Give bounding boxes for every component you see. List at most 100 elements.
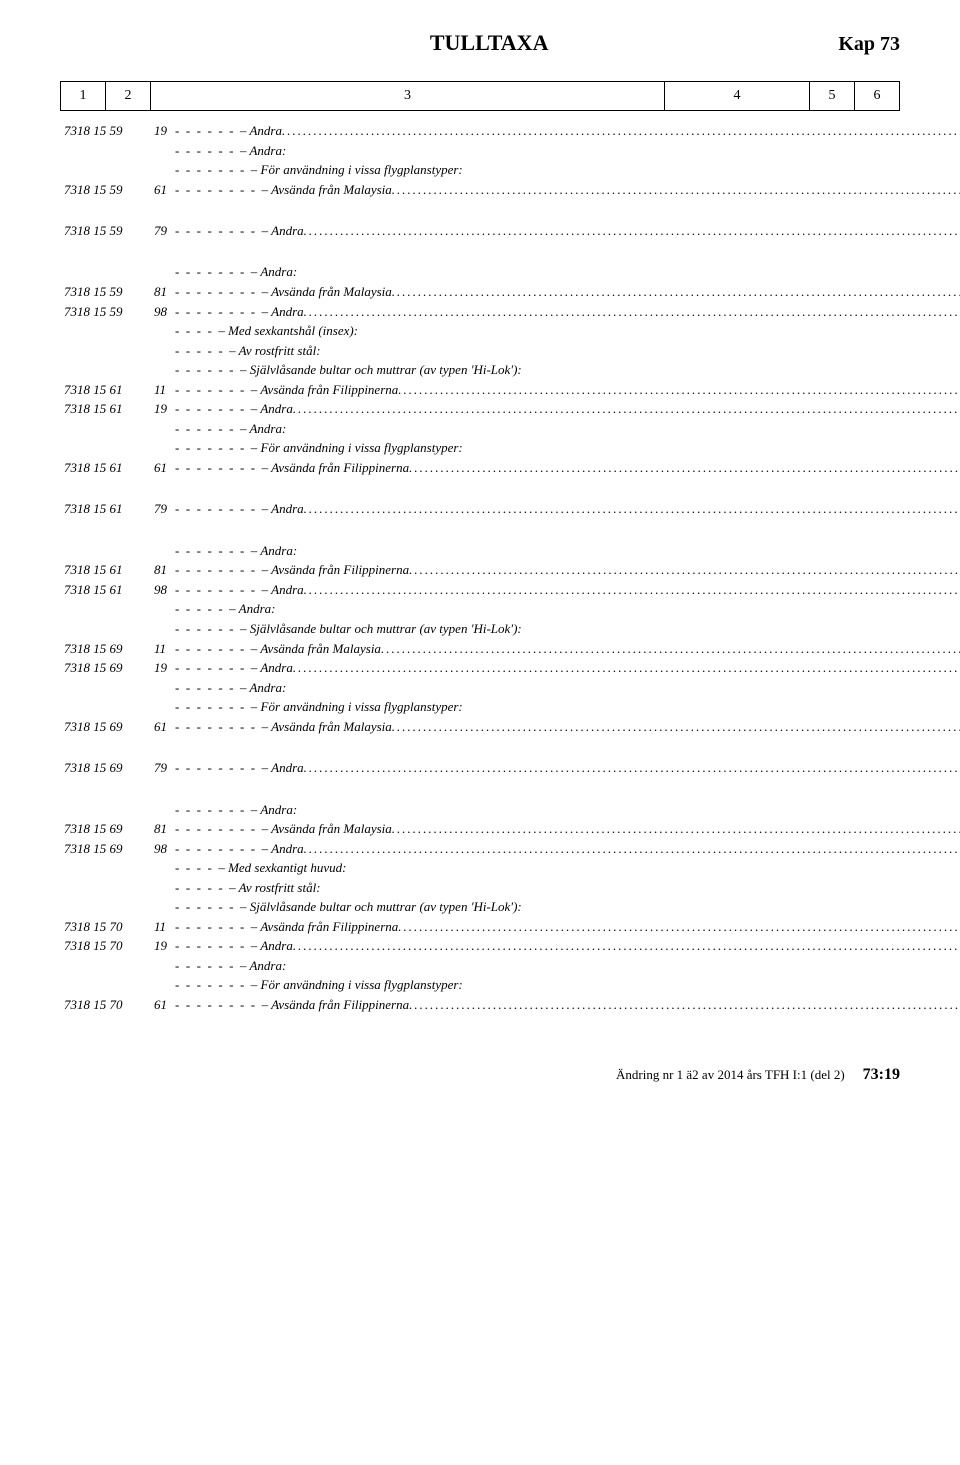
colhead-1: 1	[61, 82, 106, 111]
sub-code	[150, 599, 171, 619]
table-row: 7318 15 6179- - - - - - - - – Andra ....…	[60, 499, 960, 537]
table-row: - - - - - - - – För användning i vissa f…	[60, 160, 960, 180]
sub-code	[150, 678, 171, 698]
description: - - - - - – Av rostfritt stål:	[171, 341, 960, 361]
cn-code: 7318 15 69	[60, 639, 150, 659]
table-row: 7318 15 5979- - - - - - - - – Andra ....…	[60, 221, 960, 259]
table-row: 7318 15 6161- - - - - - - - – Avsända fr…	[60, 458, 960, 496]
table-row: - - - - - – Av rostfritt stål:	[60, 878, 960, 898]
description: - - - - – Med sexkantshål (insex):	[171, 321, 960, 341]
description: - - - - - - - - – Avsända från Filippine…	[171, 995, 960, 1033]
sub-code	[150, 419, 171, 439]
sub-code	[150, 262, 171, 282]
sub-code: 81	[150, 560, 171, 580]
sub-code: 79	[150, 221, 171, 259]
description: - - - - - - – Andra:	[171, 419, 960, 439]
description: - - - - - - - – Andra ..................…	[171, 658, 960, 678]
table-row: 7318 15 7061- - - - - - - - – Avsända fr…	[60, 995, 960, 1033]
table-row: 7318 15 7019- - - - - - - – Andra ......…	[60, 936, 960, 956]
table-row: - - - - - - – Andra:	[60, 678, 960, 698]
cn-code	[60, 160, 150, 180]
description: - - - - - - - – Andra:	[171, 262, 960, 282]
sub-code	[150, 438, 171, 458]
sub-code	[150, 619, 171, 639]
table-row: 7318 15 6119- - - - - - - – Andra ......…	[60, 399, 960, 419]
colhead-2: 2	[106, 82, 151, 111]
description: - - - - - - - – För användning i vissa f…	[171, 438, 960, 458]
description: - - - - - - - - – Andra ................…	[171, 221, 960, 259]
cn-code: 7318 15 59	[60, 302, 150, 322]
table-row: - - - - - – Andra:	[60, 599, 960, 619]
description: - - - - - - - – Avsända från Filippinern…	[171, 917, 960, 937]
description: - - - - - - – Självlåsande bultar och mu…	[171, 360, 960, 380]
sub-code	[150, 897, 171, 917]
description: - - - - - - - – Avsända från Filippinern…	[171, 380, 960, 400]
description: - - - - - - - - – Andra ................…	[171, 499, 960, 537]
cn-code	[60, 321, 150, 341]
description: - - - - - - - – Andra ..................…	[171, 936, 960, 956]
sub-code	[150, 800, 171, 820]
cn-code	[60, 419, 150, 439]
colhead-3: 3	[151, 82, 665, 111]
table-row: - - - - – Med sexkantshål (insex):	[60, 321, 960, 341]
description: - - - - - - - – Avsända från Malaysia ..…	[171, 639, 960, 659]
cn-code	[60, 975, 150, 995]
table-row: - - - - - - - – För användning i vissa f…	[60, 697, 960, 717]
column-header-table: 1 2 3 4 5 6	[60, 81, 900, 111]
description: - - - - - - - – Andra:	[171, 800, 960, 820]
description: - - - - - – Av rostfritt stål:	[171, 878, 960, 898]
table-row: - - - - - - – Självlåsande bultar och mu…	[60, 360, 960, 380]
cn-code	[60, 541, 150, 561]
description: - - - - - - - - – Avsända från Malaysia …	[171, 180, 960, 218]
sub-code: 19	[150, 658, 171, 678]
description: - - - - - - - - – Andra ................…	[171, 758, 960, 796]
description: - - - - - - - – Andra ..................…	[171, 399, 960, 419]
table-row: - - - - - - – Andra:	[60, 141, 960, 161]
tariff-table: 7318 15 5919- - - - - - – Andra ........…	[60, 121, 960, 1036]
description: - - - - - - – Självlåsande bultar och mu…	[171, 897, 960, 917]
description: - - - - - - - - – Andra ................…	[171, 302, 960, 322]
sub-code: 81	[150, 282, 171, 302]
cn-code	[60, 141, 150, 161]
cn-code	[60, 599, 150, 619]
table-row: 7318 15 6981- - - - - - - - – Avsända fr…	[60, 819, 960, 839]
sub-code: 61	[150, 995, 171, 1033]
description: - - - - - - - - – Avsända från Malaysia …	[171, 282, 960, 302]
sub-code	[150, 160, 171, 180]
colhead-4: 4	[665, 82, 810, 111]
sub-code: 98	[150, 302, 171, 322]
table-row: 7318 15 5981- - - - - - - - – Avsända fr…	[60, 282, 960, 302]
description: - - - - - - - - – Andra ................…	[171, 580, 960, 600]
chapter-label: Kap 73	[838, 33, 900, 56]
table-row: - - - - - - - – Andra:	[60, 262, 960, 282]
cn-code: 7318 15 69	[60, 819, 150, 839]
footer-page-number: 73:19	[863, 1066, 900, 1084]
cn-code	[60, 360, 150, 380]
table-row: 7318 15 6998- - - - - - - - – Andra ....…	[60, 839, 960, 859]
sub-code	[150, 141, 171, 161]
cn-code: 7318 15 70	[60, 995, 150, 1033]
sub-code	[150, 541, 171, 561]
sub-code: 79	[150, 499, 171, 537]
description: - - - - - - - - – Avsända från Filippine…	[171, 560, 960, 580]
cn-code	[60, 678, 150, 698]
sub-code	[150, 956, 171, 976]
sub-code: 19	[150, 936, 171, 956]
sub-code: 11	[150, 917, 171, 937]
table-row: - - - - - - - – Andra:	[60, 541, 960, 561]
table-row: - - - - - - – Andra:	[60, 419, 960, 439]
table-row: - - - - - - – Självlåsande bultar och mu…	[60, 619, 960, 639]
cn-code: 7318 15 61	[60, 499, 150, 537]
sub-code: 11	[150, 639, 171, 659]
cn-code	[60, 858, 150, 878]
cn-code	[60, 897, 150, 917]
cn-code	[60, 878, 150, 898]
description: - - - - - - - - – Avsända från Filippine…	[171, 458, 960, 496]
cn-code: 7318 15 59	[60, 121, 150, 141]
cn-code	[60, 800, 150, 820]
description: - - - - - - – Självlåsande bultar och mu…	[171, 619, 960, 639]
description: - - - - - – Andra:	[171, 599, 960, 619]
page-footer: Ändring nr 1 ä2 av 2014 års TFH I:1 (del…	[60, 1066, 900, 1084]
table-row: 7318 15 6979- - - - - - - - – Andra ....…	[60, 758, 960, 796]
sub-code: 61	[150, 180, 171, 218]
